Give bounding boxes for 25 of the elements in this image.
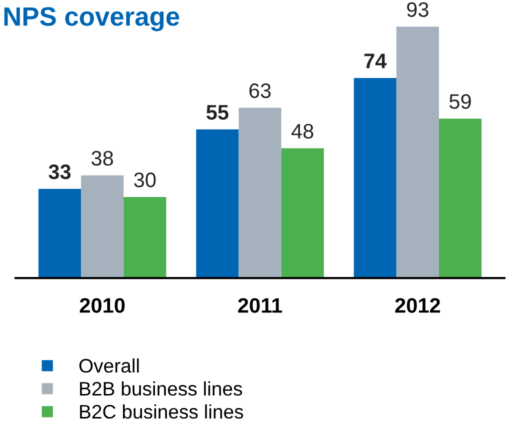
legend-label: B2B business lines [80, 381, 242, 396]
bar [438, 118, 482, 278]
bar [38, 188, 82, 278]
data-label: 93 [407, 2, 428, 17]
bar [238, 108, 282, 278]
data-label: 48 [291, 124, 314, 139]
x-tick-label: 2011 [238, 298, 282, 313]
bar [81, 175, 124, 278]
data-label: 55 [206, 105, 228, 120]
bar [354, 78, 396, 278]
data-label: 33 [48, 164, 71, 180]
bar [196, 129, 239, 278]
bar [396, 26, 439, 278]
x-tick-label: 2010 [80, 298, 125, 313]
bar [124, 196, 166, 278]
x-tick-label: 2012 [395, 298, 440, 313]
data-label: 63 [249, 83, 271, 98]
legend-label: B2C business lines [80, 404, 244, 419]
chart-title: NPS coverage [4, 7, 180, 32]
data-label: 74 [364, 54, 387, 68]
legend-label: Overall [79, 358, 139, 373]
data-label: 38 [92, 150, 114, 166]
bar [281, 148, 324, 278]
data-label: 59 [450, 94, 471, 109]
data-label: 30 [134, 172, 156, 188]
